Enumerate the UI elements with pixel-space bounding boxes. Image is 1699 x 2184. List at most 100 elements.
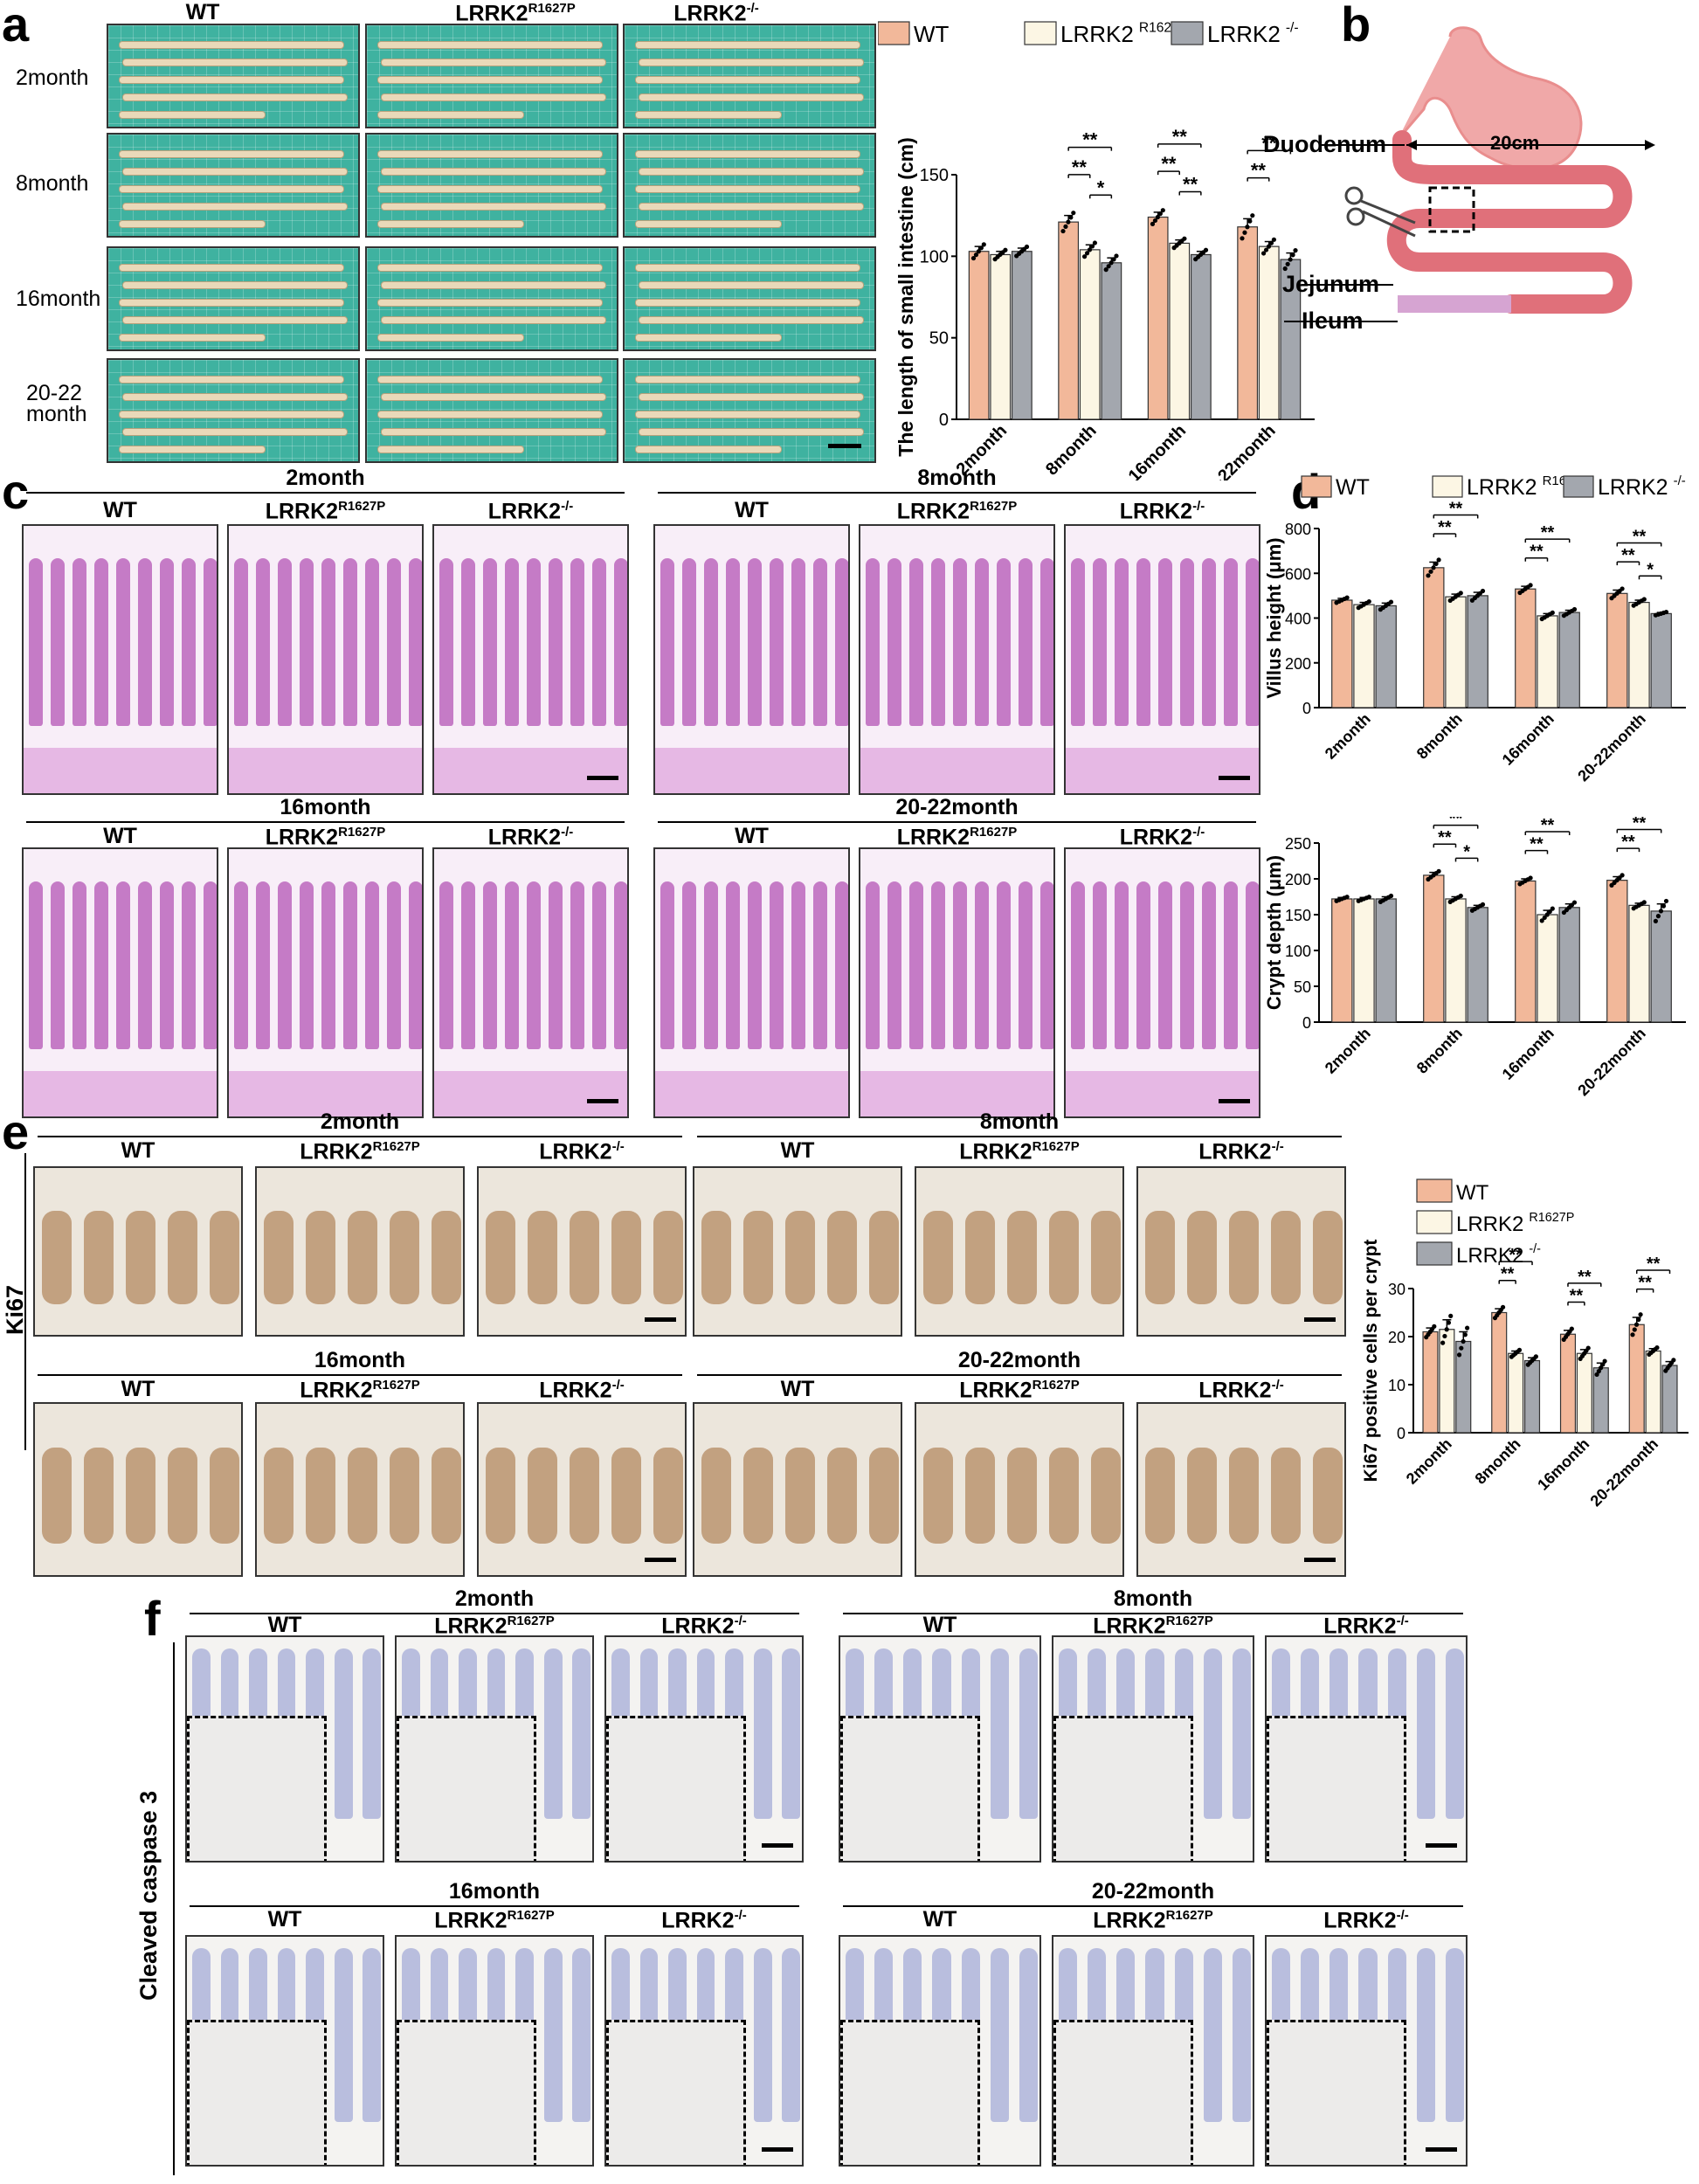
y-tick-label: 20 — [1388, 1329, 1405, 1346]
ki67-label: Ki67 — [2, 1284, 28, 1335]
ki67-2month-label-wt: WT — [121, 1138, 155, 1163]
data-point — [1092, 240, 1098, 245]
ccp-8month-scale-bar — [1426, 1843, 1457, 1848]
bar-lrrk2-r1627p-20-22month — [1628, 601, 1650, 708]
bar-lrrk2-r1627p-2month — [990, 253, 1012, 420]
row-label-16month: 16month — [16, 287, 101, 311]
intestine-photo-ko-8month — [623, 133, 876, 238]
col-label-wt: WT — [185, 0, 220, 24]
he-8month-header-line — [658, 492, 1256, 494]
ccp-2month-image-ko — [604, 1635, 804, 1863]
sig-label: ** — [1072, 156, 1088, 178]
data-point — [1458, 893, 1463, 899]
data-point — [1103, 267, 1108, 273]
caspase-side-bar — [173, 1642, 175, 2175]
ccp-8month-label-r1627p: LRRK2R1627P — [1093, 1614, 1213, 1639]
y-tick-label: 800 — [1285, 521, 1311, 538]
bar-lrrk2-r1627p-16month — [1537, 615, 1558, 708]
data-point — [1182, 236, 1187, 241]
bar-wt-8month — [1423, 874, 1445, 1023]
sig-label: * — [1647, 560, 1654, 579]
ccp-20month-header-line — [843, 1905, 1463, 1907]
ki67-2month-scale-bar — [645, 1317, 676, 1322]
bar-wt-20-22month — [1606, 592, 1628, 708]
legend-swatch — [1416, 1178, 1453, 1203]
data-point — [1654, 1345, 1660, 1351]
bar-lrrk2--16month — [1190, 253, 1212, 420]
he-20month-label-r1627p: LRRK2R1627P — [896, 825, 1018, 850]
legend-swatch — [1024, 21, 1057, 45]
y-tick-label: 0 — [939, 411, 949, 430]
ccp-2month-image-wt — [185, 1635, 384, 1863]
ccp-2month-label-wt: WT — [267, 1613, 302, 1637]
ki67-2month-label-ko: LRRK2-/- — [539, 1139, 625, 1165]
data-point — [1150, 221, 1156, 226]
ccp-16month-image-ko — [604, 1935, 804, 2167]
data-point — [1263, 247, 1269, 252]
ccp-2month-age-label: 2month — [454, 1586, 535, 1611]
legend-label: LRRK2 -/- — [1456, 1242, 1541, 1268]
ccp-20month-image-ko — [1265, 1935, 1468, 2167]
legend-swatch — [877, 21, 910, 45]
ccp-2month-label-ko: LRRK2-/- — [661, 1614, 747, 1639]
he-16month-image-ko — [432, 847, 629, 1118]
bar-lrrk2-r1627p-2month — [1439, 1329, 1455, 1434]
bar-wt-20-22month — [1628, 1324, 1645, 1434]
y-tick-label: 200 — [1285, 871, 1311, 888]
bar-lrrk2--16month — [1592, 1367, 1609, 1434]
sig-label: ** — [1621, 546, 1635, 565]
bar-lrrk2-r1627p-20-22month — [1645, 1350, 1661, 1434]
data-point — [1433, 561, 1439, 566]
ki67-20month-label-r1627p: LRRK2R1627P — [959, 1378, 1080, 1403]
data-point — [1641, 900, 1647, 905]
bar-lrrk2--2month — [1375, 605, 1397, 708]
ki67-2month-age-label: 2month — [320, 1109, 400, 1134]
bar-lrrk2--16month — [1558, 612, 1580, 708]
ki67-16month-image-r1627p — [255, 1402, 465, 1577]
ki67-8month-label-r1627p: LRRK2R1627P — [959, 1139, 1080, 1165]
ki67-20month-header-line — [697, 1374, 1342, 1376]
bar-lrrk2--8month — [1467, 595, 1488, 708]
he-2month-header-line — [26, 492, 625, 494]
data-point — [1431, 565, 1436, 570]
he-8month-label-wt: WT — [735, 498, 769, 522]
y-tick-label: 0 — [1397, 1425, 1405, 1442]
bar-wt-2month — [968, 251, 990, 420]
ccp-20month-inset-ko — [1267, 2020, 1406, 2165]
y-tick-label: 150 — [1285, 907, 1311, 924]
x-tick-label: 16month — [1534, 1435, 1592, 1494]
data-point — [1620, 586, 1625, 591]
data-point — [1571, 606, 1578, 612]
data-point — [1250, 213, 1255, 218]
ccp-16month-scale-bar — [762, 2147, 793, 2152]
ki67-20month-image-r1627p — [915, 1402, 1124, 1577]
row-label-20-22: 20-22 — [26, 381, 82, 405]
he-8month-image-wt — [653, 524, 850, 795]
y-axis-label: The length of small intestine (cm) — [894, 137, 917, 456]
data-point — [1459, 1345, 1464, 1351]
intestine-photo-wt-2month — [107, 24, 360, 128]
bar-wt-2month — [1331, 898, 1353, 1023]
data-point — [1602, 1358, 1607, 1364]
data-point — [1585, 1345, 1591, 1351]
data-point — [1282, 266, 1288, 272]
data-point — [1426, 573, 1431, 578]
data-point — [1436, 868, 1441, 874]
sig-label: ** — [1438, 518, 1452, 537]
x-tick-label: 2month — [1322, 710, 1374, 763]
ki67-8month-image-ko — [1136, 1166, 1346, 1337]
y-tick-label: 50 — [1294, 978, 1311, 996]
bar-lrrk2--2month — [1011, 251, 1033, 420]
sig-label: ** — [1509, 1246, 1523, 1265]
sig-label: ** — [1172, 126, 1188, 148]
y-tick-label: 30 — [1388, 1281, 1405, 1298]
he-16month-image-r1627p — [227, 847, 424, 1118]
intestine-photo-ko-16month — [623, 246, 876, 351]
data-point — [1261, 251, 1267, 256]
ki67-16month-image-ko — [477, 1402, 687, 1577]
data-point — [1663, 609, 1669, 615]
y-tick-label: 50 — [929, 329, 949, 349]
